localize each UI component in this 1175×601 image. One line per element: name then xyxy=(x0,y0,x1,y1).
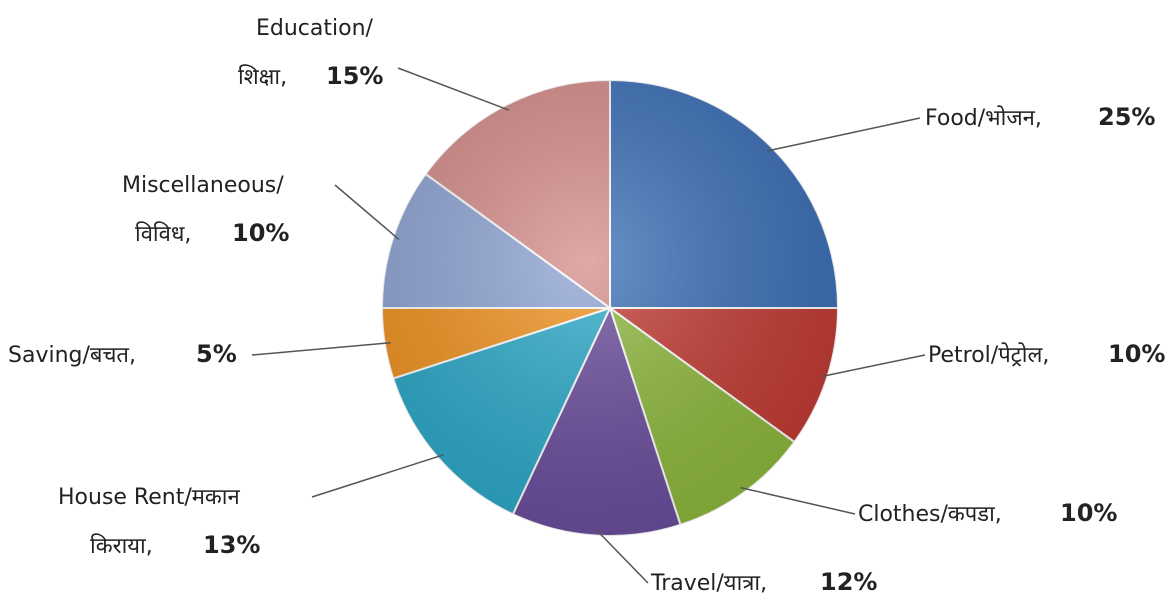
label-house-rent-line2: किराया, xyxy=(90,533,153,559)
value-misc: 10% xyxy=(232,219,289,247)
label-misc-line1: Miscellaneous/ xyxy=(122,173,284,198)
leader-line-house-rent xyxy=(311,454,444,498)
leader-line-travel xyxy=(595,529,649,584)
leader-line-petrol xyxy=(820,354,926,378)
leader-line-clothes xyxy=(740,486,856,515)
leader-line-saving xyxy=(251,341,391,356)
value-education: 15% xyxy=(326,62,383,90)
leader-line-food xyxy=(766,117,921,152)
label-education-line2: शिक्षा, xyxy=(238,64,287,90)
label-misc-line2: विविध, xyxy=(135,221,191,247)
label-petrol: Petrol/पेट्रोल, xyxy=(928,342,1049,368)
value-food: 25% xyxy=(1098,103,1155,131)
label-education-line1: Education/ xyxy=(256,16,374,41)
leader-line-education xyxy=(397,67,510,111)
label-saving: Saving/बचत, xyxy=(8,343,136,368)
label-clothes: Clothes/कपडा, xyxy=(858,502,1002,527)
leader-line-misc xyxy=(334,184,400,240)
value-house-rent: 13% xyxy=(203,531,260,559)
value-petrol: 10% xyxy=(1108,340,1165,368)
label-food: Food/भोजन, xyxy=(925,105,1042,131)
value-clothes: 10% xyxy=(1060,499,1117,527)
value-saving: 5% xyxy=(196,340,237,368)
label-house-rent-line1: House Rent/मकान xyxy=(58,485,241,510)
value-travel: 12% xyxy=(820,568,877,596)
label-travel: Travel/यात्रा, xyxy=(650,571,767,596)
pie-slice-food xyxy=(609,78,840,309)
